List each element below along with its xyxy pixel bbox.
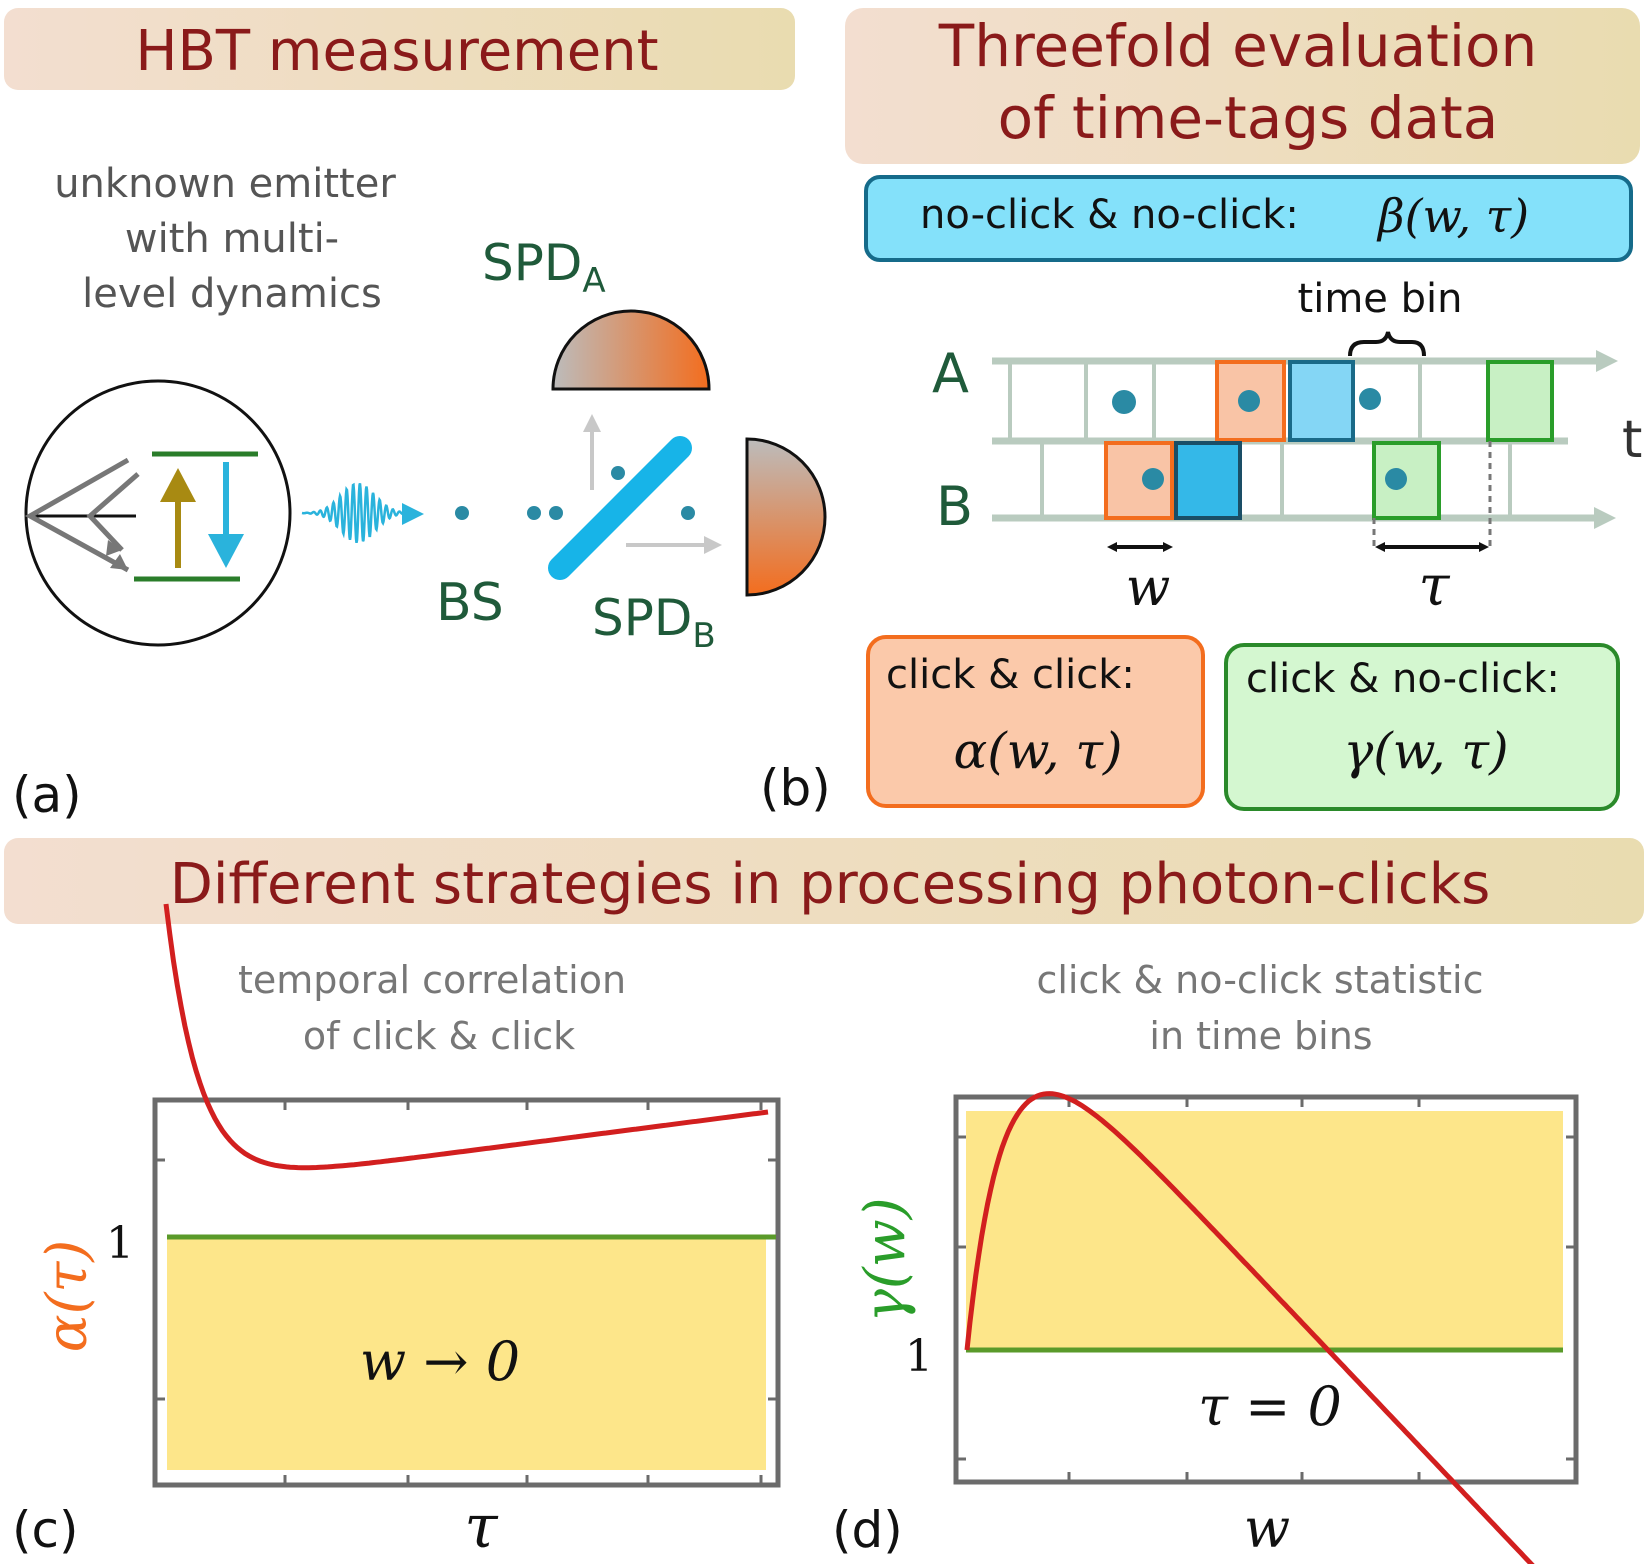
t-axis-label: t: [1622, 410, 1642, 470]
gamma-math: γ(w, τ): [1343, 722, 1508, 780]
panel-a: HBT measurement unknown emitter with mul…: [4, 8, 827, 824]
panel-label-d: (d): [832, 1501, 903, 1559]
banner-threefold-line2: of time-tags data: [998, 84, 1499, 152]
plot-c-ytick-1: 1: [106, 1218, 134, 1269]
emitter-line1: unknown emitter: [54, 161, 396, 207]
photon-dot: [549, 506, 563, 520]
spd-a-label: SPDA: [482, 234, 606, 301]
photon-dot: [611, 466, 625, 480]
w-label: w: [1126, 558, 1171, 618]
panel-d: click & no-click statistic in time bins …: [832, 958, 1579, 1564]
click-dot: [1142, 468, 1164, 490]
plot-c-ylabel: α(τ): [35, 1240, 100, 1353]
banner-hbt: [4, 8, 795, 90]
tau-label: τ: [1419, 554, 1451, 619]
emitter-line3: level dynamics: [82, 271, 382, 317]
plot-c-ticks: [155, 1100, 778, 1485]
panel-label-b: (b): [760, 759, 831, 817]
gamma-text: click & no-click:: [1246, 656, 1560, 702]
click-dot: [1359, 388, 1381, 410]
bs-label: BS: [436, 573, 504, 633]
plot-c-fill: [167, 1237, 766, 1470]
banner-threefold-line1: Threefold evaluation: [938, 12, 1537, 80]
panel-label-a: (a): [12, 766, 82, 824]
plot-d-fill: [966, 1111, 1563, 1350]
click-dot: [1238, 390, 1260, 412]
time-bin-brace: [1348, 331, 1426, 357]
plot-c-curve: [163, 903, 769, 1171]
timebin-noclick-a-blue: [1288, 360, 1355, 442]
emitter-line2: with multi-: [125, 216, 339, 262]
plot-d-annotation: τ = 0: [1198, 1375, 1342, 1438]
row-b-arrow-icon: [1594, 507, 1616, 529]
alpha-math: α(w, τ): [953, 722, 1122, 780]
banner-strategies-title: Different strategies in processing photo…: [170, 852, 1491, 917]
plot-d-curve: [964, 1091, 1535, 1564]
time-bin-label: time bin: [1298, 276, 1463, 322]
row-a-ticks: [1008, 361, 1422, 441]
plot-c-annotation: w → 0: [360, 1330, 520, 1393]
gamma-box: [1224, 643, 1620, 811]
timebin-noclick-b-blue: [1174, 441, 1242, 520]
panel-d-title-line2: in time bins: [1149, 1014, 1372, 1058]
photon-dot: [527, 506, 541, 520]
row-a-label: A: [932, 342, 969, 405]
beta-box: [864, 175, 1633, 262]
banner-threefold: [845, 8, 1640, 164]
plot-d-ytick-1: 1: [905, 1331, 933, 1382]
panel-c: temporal correlation of click & click α(…: [12, 903, 781, 1562]
beam-splitter: [548, 436, 692, 580]
detector-a-icon: [551, 309, 711, 391]
beta-text: no-click & no-click:: [920, 192, 1299, 238]
plot-c-xlabel: τ: [464, 1492, 498, 1562]
row-b-label: B: [936, 475, 973, 538]
beta-math: β(w, τ): [1376, 189, 1529, 243]
wavepacket-arrow-icon: [402, 503, 424, 525]
click-dot: [1385, 468, 1407, 490]
detector-b-icon: [745, 437, 827, 597]
plot-d-ylabel: γ(w): [853, 1197, 918, 1322]
panel-c-title-line2: of click & click: [303, 1014, 575, 1058]
plot-d-xlabel: w: [1244, 1497, 1290, 1560]
banner-hbt-title: HBT measurement: [135, 19, 658, 84]
row-a-arrow-icon: [1596, 350, 1618, 372]
emitter-circle: [24, 379, 292, 647]
alpha-box: [866, 635, 1205, 808]
panel-d-title-line1: click & no-click statistic: [1036, 958, 1483, 1002]
alpha-text: click & click:: [886, 652, 1135, 698]
panel-c-title-line1: temporal correlation: [238, 958, 626, 1002]
click-dot: [1112, 390, 1136, 414]
panel-label-c: (c): [12, 1501, 79, 1559]
timebin-noclick-a-green: [1486, 360, 1554, 442]
panel-b: Threefold evaluation of time-tags data n…: [760, 8, 1642, 817]
plot-d-frame: [953, 1094, 1579, 1485]
row-b-ticks: [1040, 441, 1512, 518]
banner-strategies: [4, 838, 1644, 924]
photon-dot: [455, 506, 469, 520]
photon-dot: [681, 506, 695, 520]
photon-wavepacket: [301, 482, 412, 544]
spd-b-label: SPDB: [592, 589, 716, 656]
plot-c-frame: [152, 1097, 781, 1488]
plot-d-ticks: [956, 1097, 1576, 1482]
